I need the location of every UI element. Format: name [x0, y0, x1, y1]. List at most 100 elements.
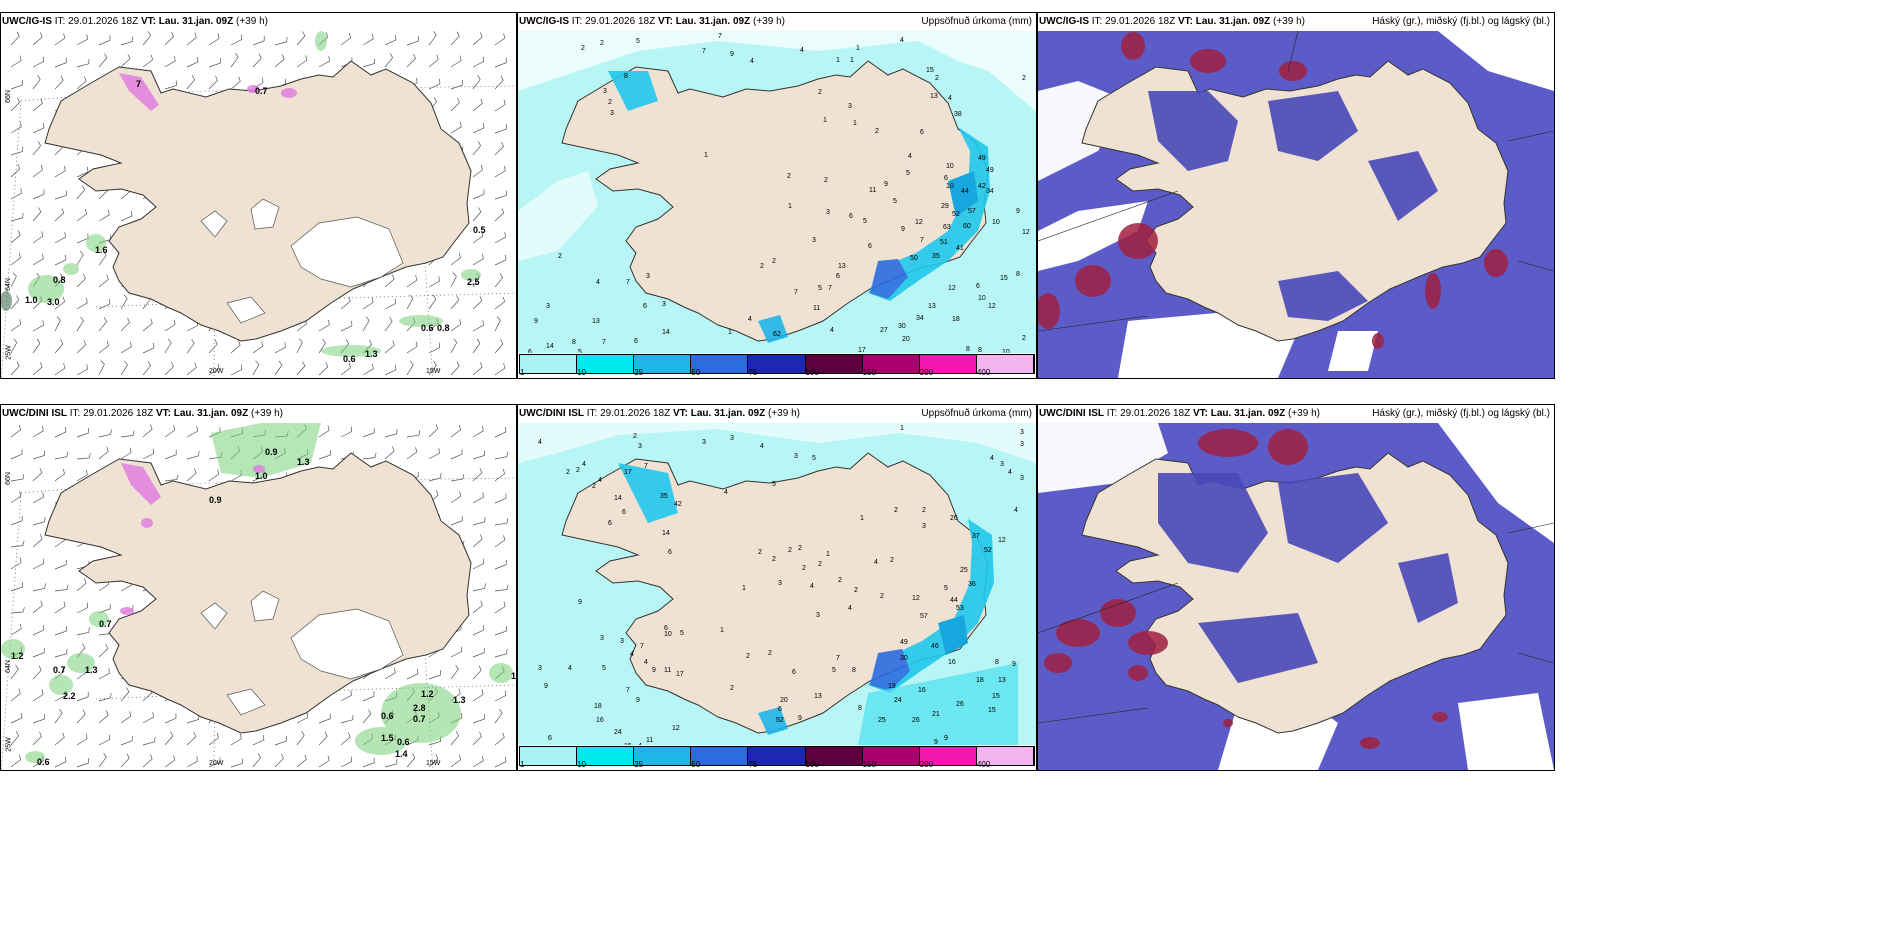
precip-value: 60 [963, 223, 971, 230]
wind-barb [120, 210, 133, 222]
wind-barb [406, 36, 419, 46]
wind-barb [142, 736, 156, 746]
precip-value: 2 [802, 565, 806, 572]
wind-barb [10, 665, 19, 680]
wind-barb [54, 75, 64, 90]
precip-value: 4 [750, 58, 754, 65]
legend-swatch [805, 355, 863, 373]
wind-barb [76, 709, 86, 724]
cloud-map[interactable] [1038, 423, 1554, 770]
precip-value: 4 [810, 583, 814, 590]
precip-value: 57 [920, 613, 928, 620]
precip-value: 7 [644, 463, 648, 470]
snow-value: 1.5 [381, 733, 394, 743]
precip-value: 2 [633, 433, 637, 440]
precip-value: 8 [966, 346, 970, 353]
precip-value: 5 [636, 38, 640, 45]
wind-barb [472, 296, 483, 310]
wind-barb [10, 230, 21, 244]
wind-barb [428, 31, 437, 46]
precip-value: 5 [602, 665, 606, 672]
wind-barb [230, 733, 242, 746]
snow-value: 1.3 [365, 349, 378, 359]
legend-swatch [748, 355, 806, 373]
wind-barb [32, 516, 46, 526]
wind-barb [54, 559, 67, 570]
wind-barb [32, 320, 44, 332]
wind-barb [274, 36, 288, 46]
wind-barb [10, 55, 22, 68]
wind-barb [32, 534, 43, 548]
precip-value: 2 [894, 507, 898, 514]
wind-barb [186, 468, 197, 482]
wind-barb [54, 732, 65, 746]
panel-ig-wind: UWC/IG-IS IT: 29.01.2026 18Z VT: Lau. 31… [0, 12, 517, 379]
precip-value: 5 [578, 349, 582, 353]
wind-barb [494, 33, 506, 46]
wind-barb [54, 165, 66, 178]
wind-barb [76, 316, 84, 332]
wind-barb [450, 361, 460, 376]
wind-map[interactable]: 0.91.31.00.91.20.7 1.32.20.70.61.21.32.80… [1, 423, 516, 770]
snow-value: 1.2 [421, 689, 434, 699]
wind-barb [472, 98, 483, 112]
precip-value: 42 [978, 183, 986, 190]
wind-barb [10, 449, 23, 460]
precip-value: 6 [634, 338, 638, 345]
wind-barb [76, 185, 86, 200]
precip-value: 2 [890, 557, 894, 564]
cloud-map[interactable] [1038, 31, 1554, 378]
wind-barb [98, 644, 109, 658]
precip-value: 3 [922, 523, 926, 530]
precip-value: 6 [608, 520, 612, 527]
precip-value: 1 [704, 152, 708, 159]
wind-barb [450, 295, 460, 310]
wind-map[interactable]: 1.00.83.01.60.70.52.50.6 0.80.6 1.37 [1, 31, 516, 378]
wind-barb [494, 232, 506, 244]
wind-barb [252, 360, 260, 376]
precip-value: 11 [869, 187, 876, 194]
precip-value: 10 [978, 295, 986, 302]
wind-barb [10, 97, 20, 112]
snow-value: 1.3 [453, 695, 466, 705]
precip-value: 8 [995, 659, 999, 666]
wind-barb [76, 340, 87, 354]
wind-barb [494, 165, 506, 178]
precip-value: 4 [830, 327, 834, 334]
precip-value: 6 [778, 706, 782, 713]
wind-barb [10, 754, 22, 768]
wind-barb [10, 712, 23, 724]
legend-tick: 1 [520, 368, 525, 377]
precip-value: 27 [880, 327, 888, 334]
wind-barb [450, 491, 462, 504]
wind-barb [362, 427, 375, 438]
wind-barb [54, 584, 69, 592]
wind-barb [472, 755, 484, 768]
precip-value: 12 [915, 219, 923, 226]
precip-value: 10 [946, 163, 954, 170]
precip-value: 2 [787, 173, 791, 180]
panel-dini-wind: UWC/DINI ISL IT: 29.01.2026 18Z VT: Lau.… [0, 404, 517, 771]
precip-value: 10 [992, 219, 1000, 226]
glaciers [200, 198, 404, 324]
wind-barb [98, 340, 110, 354]
precip-value: 3 [662, 301, 666, 308]
panel-header: UWC/DINI ISL IT: 29.01.2026 18Z VT: Lau.… [1039, 408, 1320, 419]
precip-value: 1 [900, 425, 904, 432]
wind-barb [450, 97, 460, 112]
legend-tick: 75 [748, 368, 758, 377]
midcloud-over-land [1148, 91, 1438, 321]
precip-value: 14 [662, 329, 670, 336]
wind-barb [32, 492, 44, 504]
precip-value: 49 [986, 167, 994, 174]
precip-value: 3 [848, 103, 852, 110]
precip-value: 6 [868, 243, 872, 250]
wind-barb [10, 731, 20, 746]
precip-value: 3 [600, 635, 604, 642]
wind-barb [494, 626, 507, 636]
wind-barb [10, 623, 22, 636]
legend-tick: 10 [577, 760, 587, 769]
precip-value: 29 [941, 203, 949, 210]
